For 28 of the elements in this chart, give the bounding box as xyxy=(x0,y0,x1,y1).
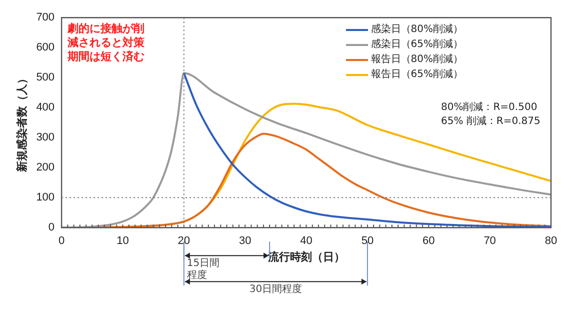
y-tick-label: 700 xyxy=(36,12,55,24)
annotation: 65% 削減：R=0.875 xyxy=(441,115,540,128)
annotation: 80%削減：R=0.500 xyxy=(441,101,538,114)
y-axis-title: 新規感染者数（人） xyxy=(16,73,29,174)
y-tick-label: 500 xyxy=(36,72,55,84)
y-tick-label: 400 xyxy=(36,102,55,114)
y-tick-label: 0 xyxy=(48,222,55,234)
x-axis-title: 流行時刻（日） xyxy=(266,250,345,264)
annotation: 劇的に接触が削減されると対策期間は短く済む xyxy=(66,22,146,63)
y-tick-label: 600 xyxy=(36,42,55,54)
y-tick-label: 100 xyxy=(36,192,55,204)
x-tick-label: 80 xyxy=(544,235,558,248)
legend-label: 感染日（80%削減） xyxy=(370,22,463,37)
x-tick-label: 50 xyxy=(361,235,374,248)
x-tick-label: 70 xyxy=(484,235,496,248)
x-tick-label: 60 xyxy=(422,235,435,248)
x-tick-label: 0 xyxy=(58,235,65,248)
x-tick-label: 30 xyxy=(238,235,252,248)
text: 30日間程度 xyxy=(249,283,302,296)
y-tick-label: 300 xyxy=(36,132,55,144)
x-tick-label: 10 xyxy=(116,235,129,248)
text: 15日間程度 xyxy=(186,258,220,282)
legend-label: 報告日（80%削減） xyxy=(370,52,463,67)
x-tick-label: 40 xyxy=(300,235,312,248)
legend-label: 感染日（65%削減） xyxy=(370,38,463,52)
legend-label: 報告日（65%削減） xyxy=(370,68,463,82)
x-tick-label: 20 xyxy=(178,235,190,248)
y-tick-label: 200 xyxy=(36,162,55,174)
